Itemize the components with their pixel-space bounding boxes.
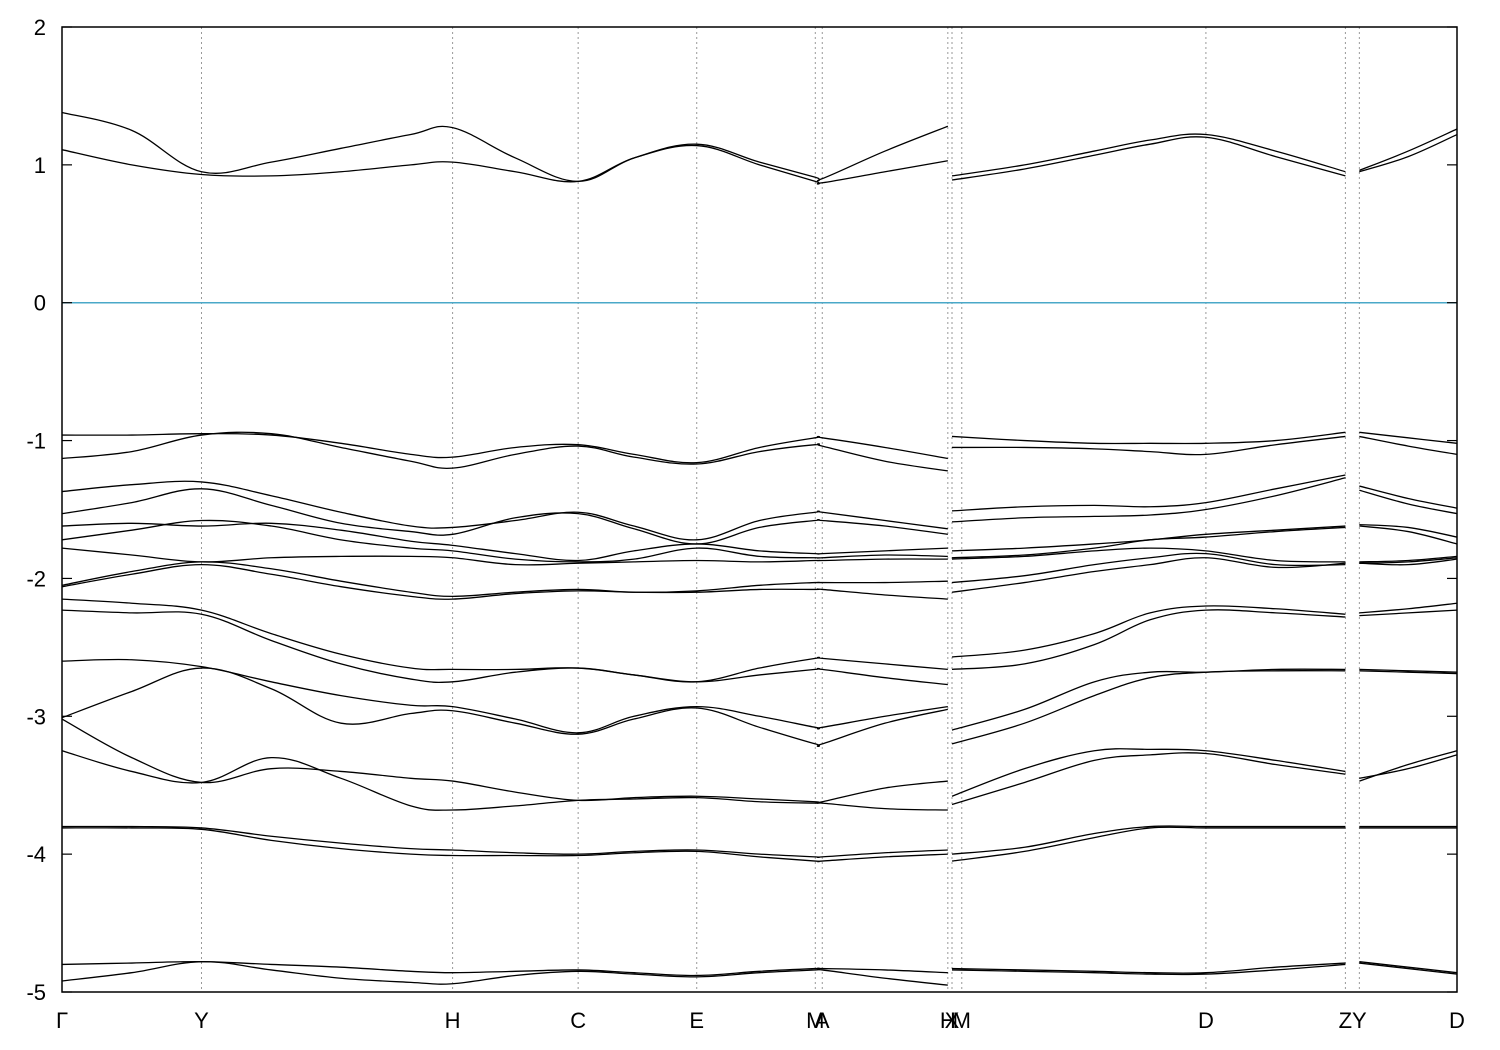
band-line [1359, 668, 1458, 673]
band-line [61, 609, 948, 686]
band-line [1359, 128, 1458, 171]
kpoint-labels: Γ Y H C E MA HXM D Z Y D [56, 1008, 1465, 1033]
grid-layer [201, 27, 1360, 992]
band-line [951, 605, 1346, 658]
band-line [1359, 525, 1458, 545]
band-line [61, 750, 948, 811]
band-line [1359, 962, 1458, 975]
band-line [1359, 489, 1458, 515]
kpoint-label: C [570, 1008, 586, 1033]
band-line [951, 668, 1346, 731]
band-line [1359, 557, 1458, 564]
band-line [1359, 558, 1458, 566]
band-line [61, 488, 948, 545]
y-tick-label: -3 [26, 704, 46, 729]
kpoint-label: H [445, 1008, 461, 1033]
band-line [61, 598, 948, 683]
band-line [951, 552, 1346, 584]
band-line [1359, 431, 1458, 444]
band-line [1359, 133, 1458, 173]
y-tick-label: -2 [26, 566, 46, 591]
band-line [1359, 524, 1458, 538]
kpoint-label: D [1198, 1008, 1214, 1033]
band-line [1359, 961, 1458, 974]
band-line [61, 431, 948, 472]
band-line [952, 435, 1346, 456]
band-line [61, 561, 948, 598]
band-line [951, 962, 1346, 974]
band-line [61, 825, 948, 859]
kpoint-label: D [1449, 1008, 1465, 1033]
band-line [1359, 754, 1458, 779]
tick-layer [62, 26, 1457, 993]
band-line [1359, 750, 1458, 782]
band-line [951, 826, 1346, 862]
y-tick-label: -4 [26, 842, 46, 867]
kpoint-label: Z [1339, 1008, 1352, 1033]
kpoint-label: A [815, 1008, 830, 1033]
y-tick-label: 1 [34, 153, 46, 178]
y-tick-labels: -5 -4 -3 -2 -1 0 1 2 [26, 15, 46, 1005]
band-line [951, 825, 1346, 855]
band-line [1359, 485, 1458, 509]
kpoint-label: M [953, 1008, 971, 1033]
band-line [951, 752, 1346, 806]
band-line [951, 477, 1346, 523]
kpoint-label: E [689, 1008, 704, 1033]
band-line [61, 827, 948, 863]
band-line [61, 111, 949, 183]
band-line [951, 547, 1346, 563]
band-line [951, 474, 1346, 512]
band-line [1359, 602, 1458, 614]
band-line [951, 609, 1346, 671]
kpoint-label: M [806, 1008, 824, 1033]
y-tick-label: 2 [34, 15, 46, 40]
band-line [951, 526, 1346, 559]
band-line [1359, 670, 1458, 675]
band-line [951, 748, 1346, 797]
kpoint-label: Y [194, 1008, 209, 1033]
kpoint-label: Y [1352, 1008, 1367, 1033]
band-line [61, 522, 948, 562]
band-line [951, 136, 1346, 181]
band-line [951, 431, 1346, 445]
band-line [951, 133, 1346, 177]
y-tick-label: -1 [26, 429, 46, 454]
band-line [1359, 609, 1458, 617]
band-line [61, 563, 948, 600]
y-tick-label: -5 [26, 980, 46, 1005]
band-line [61, 480, 948, 541]
kpoint-label: X [945, 1008, 960, 1033]
band-layer [61, 111, 1458, 986]
band-line [1359, 435, 1458, 456]
kpoint-label: Γ [56, 1008, 68, 1033]
y-tick-label: 0 [34, 291, 46, 316]
kpoint-label: H [940, 1008, 956, 1033]
band-line [951, 557, 1346, 593]
band-line [61, 433, 948, 464]
band-line [61, 961, 948, 986]
band-line [61, 960, 948, 977]
band-line [951, 963, 1346, 976]
band-line [61, 144, 948, 185]
band-line [61, 547, 948, 566]
band-line [61, 667, 948, 748]
band-line [61, 519, 948, 563]
plot-frame [61, 26, 1458, 993]
band-line [951, 670, 1346, 745]
band-line [1359, 555, 1458, 563]
